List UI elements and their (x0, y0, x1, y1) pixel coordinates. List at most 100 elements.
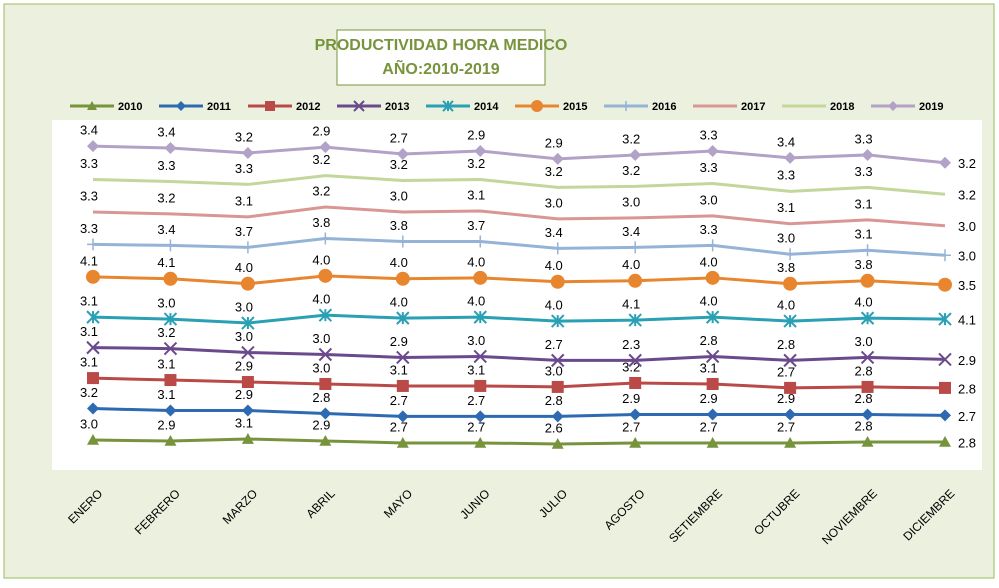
data-label: 2.7 (390, 393, 408, 408)
marker (706, 436, 719, 448)
marker (860, 311, 875, 325)
data-label: 2.8 (312, 390, 330, 405)
marker (551, 152, 564, 165)
marker (783, 276, 798, 291)
data-label: 3.2 (312, 183, 330, 198)
marker (938, 352, 952, 367)
marker (442, 100, 454, 112)
data-label: 4.0 (390, 295, 408, 310)
marker (783, 353, 797, 368)
series-line (92, 274, 946, 287)
marker (163, 271, 178, 286)
data-label: 3.0 (390, 188, 408, 203)
data-label: 3.3 (855, 131, 873, 146)
legend-label: 2017 (741, 101, 765, 113)
marker (241, 433, 254, 444)
series-line (92, 407, 946, 418)
data-label: 3.0 (545, 363, 563, 378)
marker (784, 436, 797, 448)
series-line (92, 205, 946, 228)
marker (939, 381, 951, 394)
data-label: 3.2 (157, 190, 175, 205)
data-label: 2.9 (390, 334, 408, 349)
marker (551, 437, 564, 449)
marker (628, 273, 643, 288)
data-label: 3.8 (312, 215, 330, 230)
data-label: 4.0 (545, 258, 563, 273)
marker (265, 101, 275, 111)
marker (531, 100, 543, 112)
data-label: 3.0 (958, 219, 976, 234)
marker (784, 381, 797, 394)
data-label: 3.4 (157, 222, 175, 237)
marker (319, 232, 332, 245)
data-label: 3.2 (312, 152, 330, 167)
data-label: 4.0 (777, 298, 795, 313)
data-label: 3.3 (700, 222, 718, 237)
data-label: 4.0 (855, 295, 873, 310)
data-label: 3.0 (157, 296, 175, 311)
data-label: 3.2 (80, 385, 98, 400)
data-label: 2.8 (700, 333, 718, 348)
marker (861, 244, 874, 257)
marker (474, 379, 487, 392)
marker (939, 156, 951, 169)
data-label: 3.7 (467, 218, 485, 233)
data-label: 2.8 (777, 337, 795, 352)
marker (474, 410, 487, 423)
data-label: 2.8 (855, 363, 873, 378)
data-label: 3.3 (80, 221, 98, 236)
data-label: 3.0 (235, 299, 253, 314)
data-label: 3.3 (235, 161, 253, 176)
data-label: 3.1 (80, 355, 98, 370)
data-label: 3.2 (622, 359, 640, 374)
marker (939, 249, 951, 262)
marker (318, 268, 333, 283)
data-label: 2.9 (312, 124, 330, 139)
marker (474, 436, 487, 448)
marker (473, 349, 487, 364)
marker (396, 410, 409, 423)
marker (164, 434, 177, 446)
marker (163, 312, 178, 326)
marker (861, 435, 874, 447)
marker (241, 404, 254, 417)
data-label: 3.1 (235, 415, 253, 430)
marker (241, 146, 254, 159)
data-label: 3.0 (622, 194, 640, 209)
data-label: 2.9 (235, 358, 253, 373)
marker (784, 248, 797, 261)
data-label: 2.9 (235, 387, 253, 402)
marker (318, 347, 333, 362)
data-label: 4.0 (312, 292, 330, 307)
marker (551, 353, 565, 368)
data-label: 3.8 (777, 260, 795, 275)
data-label: 2.7 (958, 409, 976, 424)
marker (860, 273, 875, 288)
data-label: 4.0 (467, 294, 485, 309)
data-label: 2.9 (545, 135, 563, 150)
data-label: 2.9 (467, 127, 485, 142)
data-label: 3.0 (467, 333, 485, 348)
data-label: 2.7 (777, 419, 795, 434)
legend-label: 2015 (563, 101, 587, 113)
marker (319, 434, 332, 446)
marker (318, 308, 333, 322)
data-label: 2.7 (622, 419, 640, 434)
data-label: 3.1 (157, 387, 175, 402)
marker (939, 409, 951, 422)
data-label: 3.4 (777, 134, 795, 149)
marker (87, 101, 97, 110)
data-label: 2.9 (622, 391, 640, 406)
marker (86, 310, 100, 324)
marker (861, 408, 874, 421)
data-label: 3.1 (390, 362, 408, 377)
data-label: 3.2 (622, 131, 640, 146)
data-label: 2.7 (390, 130, 408, 145)
marker (550, 274, 565, 289)
data-label: 4.0 (545, 298, 563, 313)
data-label: 3.0 (700, 192, 718, 207)
marker (473, 270, 488, 285)
series-line (92, 144, 946, 165)
